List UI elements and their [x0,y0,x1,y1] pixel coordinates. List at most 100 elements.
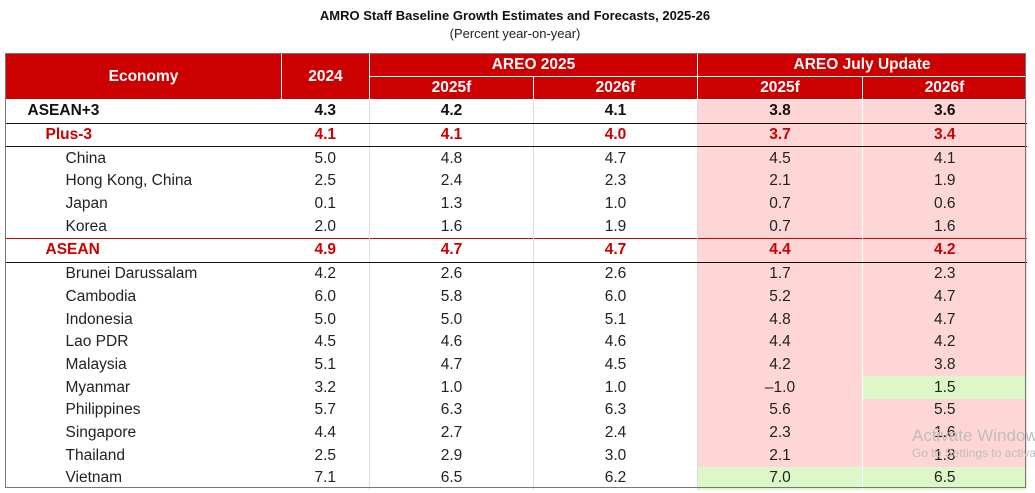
cell-update-2026f: 1.8 [862,444,1027,467]
cell-update-2026f: 2.3 [862,262,1027,286]
aggregate-row: ASEAN+3 4.3 4.2 4.1 3.8 3.6 [5,99,1027,124]
cell-y2024: 2.0 [281,215,370,239]
header-areo-2026f: 2026f [532,76,699,100]
cell-economy-name: Hong Kong, China [65,172,193,190]
cell-y2024: 4.3 [281,99,370,124]
cell-areo-2025f: 1.6 [369,215,534,239]
cell-y2024: 7.1 [281,467,370,490]
table-row: Thailand 2.5 2.9 3.0 2.1 1.8 [6,444,1027,467]
table-row: Korea 2.0 1.6 1.9 0.7 1.6 [6,215,1027,239]
table-row: Philippines 5.7 6.3 6.3 5.6 5.5 [6,398,1027,422]
cell-y2024: 4.5 [281,330,370,354]
table-row: Hong Kong, China 2.5 2.4 2.3 2.1 1.9 [6,170,1027,193]
cell-economy-name: Thailand [65,446,125,464]
cell-areo-2025f: 4.2 [369,99,534,124]
cell-economy-name: Indonesia [65,310,133,328]
cell-update-2025f: 2.3 [697,421,864,445]
header-update-2025f: 2025f [697,76,864,100]
cell-y2024: 5.7 [281,398,370,422]
cell-areo-2026f: 5.1 [533,308,699,331]
table-row: Japan 0.1 1.3 1.0 0.7 0.6 [6,192,1027,216]
cell-economy-name: Lao PDR [65,333,129,351]
cell-areo-2026f: 4.5 [533,353,699,377]
cell-y2024: 0.1 [281,192,370,216]
cell-economy-name: Japan [65,195,108,213]
cell-y2024: 5.0 [281,146,370,171]
cell-areo-2025f: 5.8 [369,285,534,309]
cell-economy-name: China [65,149,107,167]
cell-update-2025f: –1.0 [697,376,864,399]
cell-update-2026f: 4.1 [862,146,1027,171]
cell-update-2026f: 0.6 [862,192,1027,216]
header-economy: Economy [5,53,282,100]
table-title: AMRO Staff Baseline Growth Estimates and… [319,8,711,23]
cell-areo-2026f: 2.4 [533,421,699,445]
table-row: Singapore 4.4 2.7 2.4 2.3 1.6 [6,421,1027,445]
cell-update-2025f: 2.1 [697,170,864,193]
cell-y2024: 2.5 [281,444,370,467]
cell-areo-2025f: 4.1 [369,122,534,148]
cell-areo-2026f: 2.3 [533,170,699,193]
cell-update-2025f: 5.6 [697,398,864,422]
cell-economy-name: ASEAN+3 [5,99,282,124]
cell-areo-2026f: 3.0 [533,444,699,467]
table-row: Lao PDR 4.5 4.6 4.6 4.4 4.2 [6,330,1027,354]
cell-areo-2025f: 1.3 [369,192,534,216]
cell-economy-name: Plus-3 [5,122,282,148]
header-group-july-update: AREO July Update [697,53,1028,77]
cell-y2024: 4.2 [281,262,370,286]
table-row: Brunei Darussalam 4.2 2.6 2.6 1.7 2.3 [6,262,1027,286]
watermark-line-2: Go to Settings to activate Windows. [912,446,1035,460]
cell-update-2025f: 4.2 [697,353,864,377]
cell-economy-name: Cambodia [65,287,137,305]
cell-update-2026f: 4.2 [862,238,1027,263]
cell-areo-2025f: 1.0 [369,376,534,399]
table-row: Malaysia 5.1 4.7 4.5 4.2 3.8 [6,353,1027,377]
cell-update-2026f: 1.9 [862,170,1027,193]
table-row: Vietnam 7.1 6.5 6.2 7.0 6.5 [6,467,1027,490]
cell-update-2026f: 3.6 [862,99,1027,124]
cell-economy-name: Korea [65,217,107,235]
table-row: Cambodia 6.0 5.8 6.0 5.2 4.7 [6,285,1027,309]
cell-update-2025f: 7.0 [697,467,864,490]
header-group-areo-2025: AREO 2025 [368,53,699,77]
cell-update-2025f: 5.2 [697,285,864,309]
cell-update-2026f: 6.5 [862,467,1027,490]
cell-areo-2026f: 4.7 [533,238,699,263]
cell-update-2025f: 1.7 [697,262,864,286]
cell-update-2026f: 5.5 [862,398,1027,422]
cell-economy-name: ASEAN [5,238,282,263]
cell-areo-2025f: 6.5 [369,467,534,490]
cell-update-2025f: 3.7 [697,122,864,148]
cell-update-2026f: 3.8 [862,353,1027,377]
cell-update-2026f: 1.5 [862,376,1027,399]
table-row: China 5.0 4.8 4.7 4.5 4.1 [6,146,1027,171]
cell-update-2025f: 3.8 [697,99,864,124]
cell-y2024: 4.1 [281,122,370,148]
cell-y2024: 4.4 [281,421,370,445]
cell-y2024: 4.9 [281,238,370,263]
cell-areo-2026f: 6.2 [533,467,699,490]
cell-update-2025f: 0.7 [697,192,864,216]
cell-areo-2026f: 6.3 [533,398,699,422]
cell-areo-2025f: 2.4 [369,170,534,193]
cell-areo-2026f: 4.7 [533,146,699,171]
cell-update-2025f: 4.4 [697,330,864,354]
table-body: ASEAN+3 4.3 4.2 4.1 3.8 3.6 Plus-3 4.1 4.1 4.0 3.7… [5,99,1027,490]
header-areo-2025f: 2025f [369,76,534,100]
table-row: Indonesia 5.0 5.0 5.1 4.8 4.7 [6,308,1027,331]
aggregate-row: ASEAN 4.9 4.7 4.7 4.4 4.2 [5,238,1027,263]
cell-areo-2025f: 4.6 [369,330,534,354]
cell-update-2026f: 1.6 [862,215,1027,239]
watermark-line-1: Activate Windows [912,426,1035,445]
cell-areo-2025f: 2.6 [369,262,534,286]
cell-areo-2026f: 4.1 [533,99,699,124]
cell-update-2026f: 4.2 [862,330,1027,354]
cell-update-2026f: 4.7 [862,308,1027,331]
cell-areo-2025f: 6.3 [369,398,534,422]
growth-table: Economy 2024 AREO 2025 AREO July Update … [5,53,1028,490]
cell-y2024: 5.0 [281,308,370,331]
cell-areo-2026f: 1.0 [533,192,699,216]
cell-areo-2026f: 6.0 [533,285,699,309]
cell-economy-name: Malaysia [65,355,127,373]
